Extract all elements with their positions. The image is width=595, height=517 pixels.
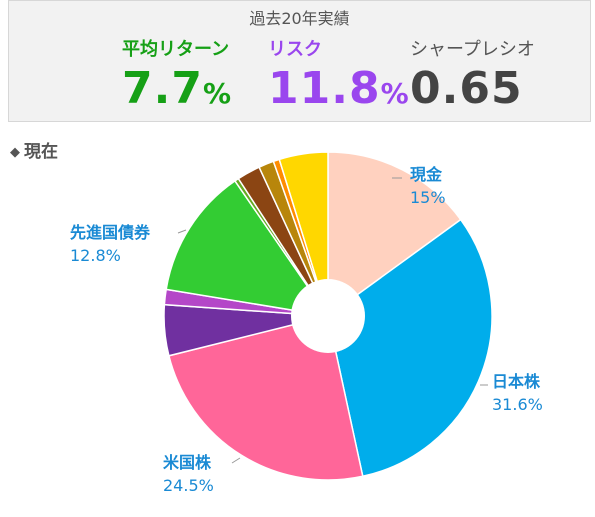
slice-label-name: 米国株 <box>163 453 212 472</box>
section-heading: ◆ 現在 <box>10 137 58 162</box>
pie-slice-米国株 <box>167 315 364 481</box>
diamond-marker-icon: ◆ <box>10 145 20 160</box>
slice-label-percent: 12.8% <box>70 246 121 265</box>
sharpe-ratio: シャープレシオ 0.65 <box>410 35 535 111</box>
donut-hole <box>291 279 365 353</box>
slice-label-percent: 31.6% <box>492 395 543 414</box>
pie-slice-現金 <box>327 151 462 318</box>
slice-label-name: 現金 <box>410 165 443 184</box>
pie-slice-先進国債券 <box>165 179 330 318</box>
slice-label-name: 先進国債券 <box>70 223 151 242</box>
sharpe-ratio-label: シャープレシオ <box>410 39 535 60</box>
section-title: 現在 <box>24 142 58 162</box>
sharpe-ratio-value: 0.65 <box>410 63 523 114</box>
slice-label-percent: 15% <box>410 188 446 207</box>
pie-slice-日本株 <box>327 218 493 478</box>
leader-line <box>177 229 187 234</box>
risk-label: リスク <box>268 39 322 60</box>
slice-label-percent: 24.5% <box>163 476 214 495</box>
pie-slice-10 <box>278 151 329 317</box>
risk-value: 11.8% <box>268 63 410 114</box>
performance-summary: 過去20年実績 平均リターン 7.7% リスク 11.8% シャープレシオ 0.… <box>8 0 591 122</box>
average-return-value: 7.7% <box>122 63 233 114</box>
leader-line <box>231 457 241 464</box>
average-return: 平均リターン 7.7% <box>122 35 232 111</box>
slice-label-name: 日本株 <box>492 372 541 391</box>
risk: リスク 11.8% <box>268 35 410 111</box>
summary-title: 過去20年実績 <box>249 9 350 28</box>
average-return-label: 平均リターン <box>122 39 230 60</box>
